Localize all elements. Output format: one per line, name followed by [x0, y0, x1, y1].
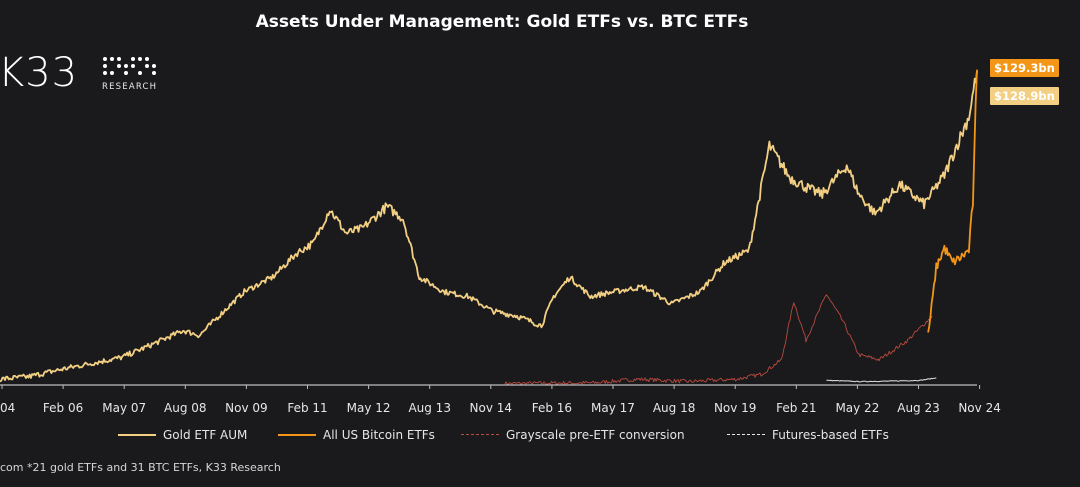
x-tick-label: Feb 11	[287, 401, 327, 415]
x-tick-label: Aug 18	[653, 401, 696, 415]
legend-item-gold: Gold ETF AUM	[118, 428, 247, 442]
legend-label: Futures-based ETFs	[772, 428, 889, 442]
x-tick-label: Feb 06	[43, 401, 83, 415]
legend-label: Gold ETF AUM	[163, 428, 248, 442]
legend-swatch	[461, 434, 499, 435]
legend-swatch	[118, 433, 156, 436]
legend-item-grayscale: Grayscale pre-ETF conversion	[461, 428, 685, 442]
x-tick-label: Nov 24	[958, 401, 1001, 415]
source-note: com *21 gold ETFs and 31 BTC ETFs, K33 R…	[0, 461, 281, 474]
series-line-all-us-bitcoin-etfs	[927, 69, 978, 333]
series-line-gold-etf-aum	[0, 70, 978, 383]
x-tick-label: Nov 14	[470, 401, 513, 415]
series-line-futures-based-etfs	[826, 377, 937, 383]
x-tick-label: Aug 08	[164, 401, 207, 415]
x-tick-label: May 17	[591, 401, 635, 415]
x-tick-label: Aug 13	[408, 401, 451, 415]
series-line-grayscale-pre-etf-conversion	[504, 294, 933, 385]
legend-item-btc: All US Bitcoin ETFs	[278, 428, 435, 442]
chart-title: Assets Under Management: Gold ETFs vs. B…	[255, 12, 749, 32]
x-tick-label: Aug 23	[897, 401, 940, 415]
x-tick-label: 04	[0, 401, 15, 415]
k33-logo: K33 RESEARCH	[0, 50, 170, 98]
end-label-btc: $129.3bn	[990, 59, 1059, 77]
legend-swatch	[727, 434, 765, 435]
x-tick-label: Feb 16	[532, 401, 572, 415]
x-tick-label: Nov 09	[225, 401, 268, 415]
legend-swatch	[278, 433, 316, 436]
legend-item-futures: Futures-based ETFs	[727, 428, 889, 442]
x-tick-label: May 12	[347, 401, 391, 415]
end-label-gold: $128.9bn	[990, 87, 1059, 105]
legend-label: Grayscale pre-ETF conversion	[506, 428, 685, 442]
x-tick-label: May 07	[102, 401, 146, 415]
logo-subtitle: RESEARCH	[102, 82, 158, 92]
x-tick-label: May 22	[835, 401, 879, 415]
x-tick-label: Feb 21	[776, 401, 816, 415]
x-tick-label: Nov 19	[714, 401, 757, 415]
legend-label: All US Bitcoin ETFs	[323, 428, 435, 442]
logo-dot-grid-icon	[103, 57, 156, 75]
logo-wordmark: K33	[0, 50, 79, 96]
chart-legend: Gold ETF AUM All US Bitcoin ETFs Graysca…	[0, 428, 1080, 446]
